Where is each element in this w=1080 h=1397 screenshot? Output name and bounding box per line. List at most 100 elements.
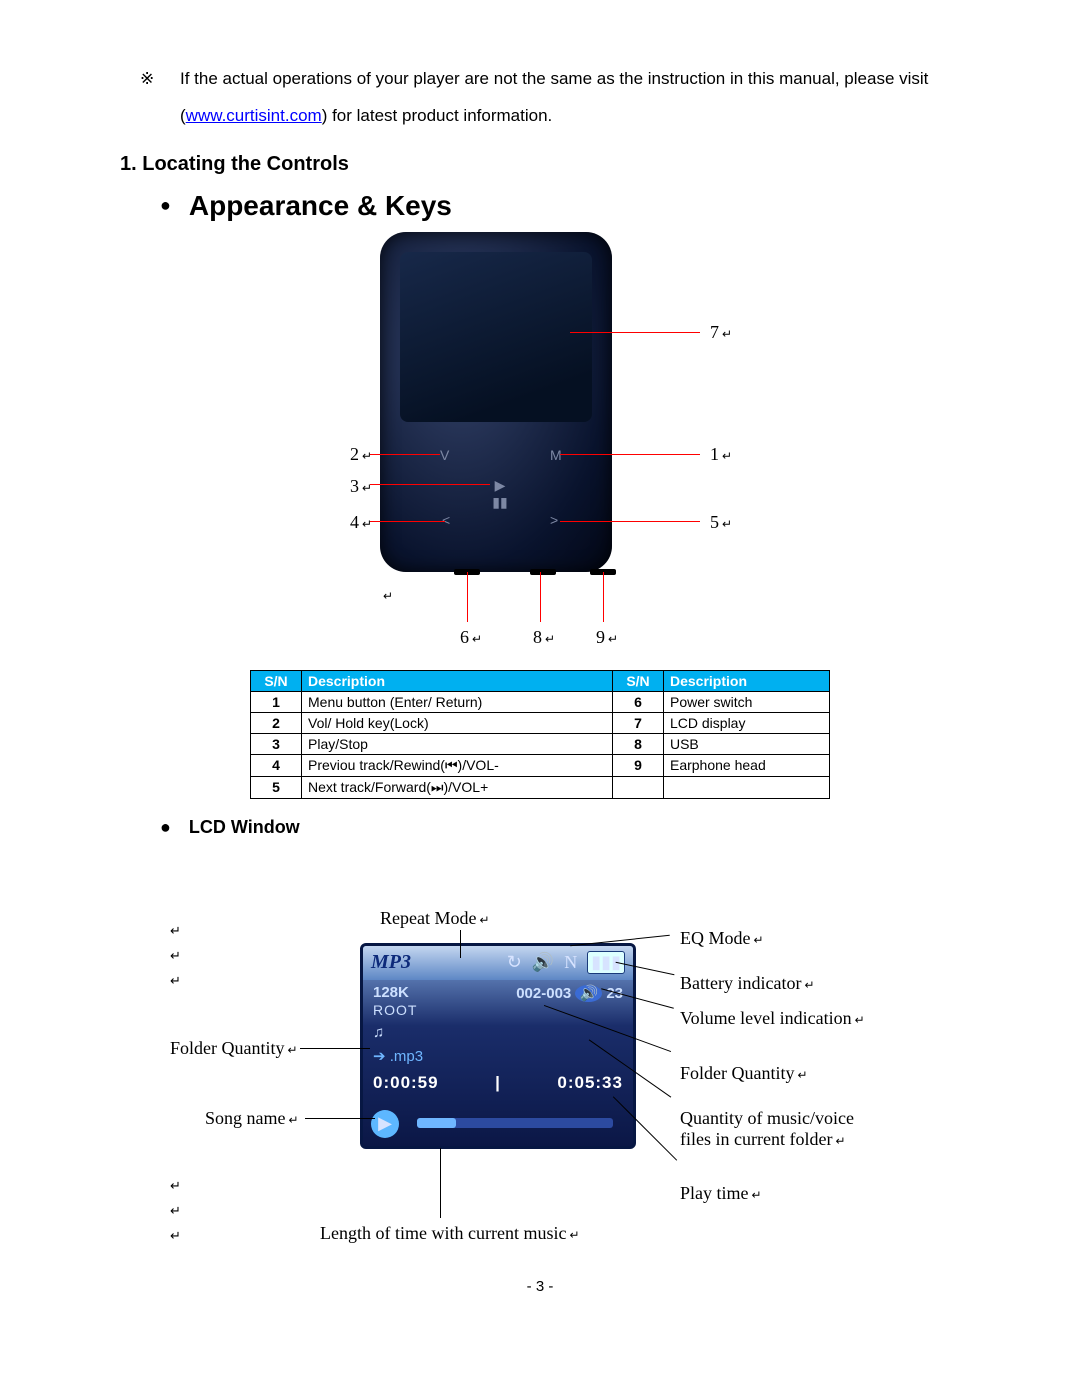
annot-music-qty: Quantity of music/voice files in current… xyxy=(680,1108,900,1150)
bullet-dot: ● xyxy=(160,195,171,216)
lead-1 xyxy=(560,454,700,455)
lcd-root: ROOT xyxy=(373,1002,623,1018)
lcd-song: .mp3 xyxy=(390,1048,423,1065)
repeat-icon: ↻ xyxy=(507,952,522,973)
lcd-bitrate: 128K xyxy=(373,984,409,1001)
keys-table: S/N Description S/N Description 1 Menu b… xyxy=(250,670,830,799)
ret-mark: ↵ xyxy=(170,973,181,989)
cell-sn: 4 xyxy=(251,754,302,776)
ret-mark: ↵ xyxy=(170,1228,181,1244)
table-row: 4 Previou track/Rewind(⏮)/VOL- 9 Earphon… xyxy=(251,754,830,776)
callout-1: 1↵ xyxy=(710,444,732,465)
menu-button-glyph: M xyxy=(550,447,562,463)
lcd-track: 002-003 xyxy=(516,985,571,1002)
stray-return: ↵ xyxy=(380,584,393,605)
lcd-progress xyxy=(417,1118,613,1128)
heading-section: 1. Locating the Controls xyxy=(120,153,960,176)
callout-2: 2↵ xyxy=(350,444,372,465)
lead-fld-l xyxy=(300,1048,370,1049)
th-sn-1: S/N xyxy=(251,670,302,691)
lcd-sep: | xyxy=(495,1073,501,1093)
cell-desc xyxy=(663,776,829,798)
lcd-screen: MP3 ↻ 🔊 N ▮▮▮ 128K 002-003 🔊 23 xyxy=(360,943,636,1149)
cell-sn: 1 xyxy=(251,691,302,712)
cell-sn: 9 xyxy=(612,754,663,776)
note-text: If the actual operations of your player … xyxy=(180,60,960,135)
eq-icon: N xyxy=(564,952,577,973)
table-row: 5 Next track/Forward(⏭)/VOL+ xyxy=(251,776,830,798)
cell-desc: LCD display xyxy=(663,712,829,733)
note-after: ) for latest product information. xyxy=(322,106,553,125)
heading-appearance: Appearance & Keys xyxy=(189,190,452,222)
device-screen xyxy=(400,252,592,422)
lead-4 xyxy=(370,521,445,522)
th-desc-1: Description xyxy=(302,670,613,691)
ret-mark: ↵ xyxy=(170,1203,181,1219)
cell-desc: Power switch xyxy=(663,691,829,712)
annot-eq: EQ Mode↵ xyxy=(680,928,764,949)
cell-desc: USB xyxy=(663,733,829,754)
lcd-play-icon: ▶ xyxy=(371,1110,399,1138)
annot-playtime: Play time↵ xyxy=(680,1183,762,1204)
callout-9: 9↵ xyxy=(596,627,618,648)
lead-repeat xyxy=(460,930,461,958)
heading-lcd-row: ● LCD Window xyxy=(160,817,960,838)
cell-desc: Menu button (Enter/ Return) xyxy=(302,691,613,712)
annot-folder-r: Folder Quantity↵ xyxy=(680,1063,808,1084)
lcd-total: 0:05:33 xyxy=(557,1073,623,1093)
lcd-top-bar: MP3 ↻ 🔊 N ▮▮▮ xyxy=(363,946,633,980)
th-sn-2: S/N xyxy=(612,670,663,691)
cell-desc: Play/Stop xyxy=(302,733,613,754)
prev-button-glyph: < xyxy=(442,512,450,528)
annot-volume: Volume level indication↵ xyxy=(680,1008,865,1029)
port-2 xyxy=(530,569,556,575)
lead-song xyxy=(305,1118,375,1119)
annot-song: Song name↵ xyxy=(205,1108,299,1129)
cell-sn: 7 xyxy=(612,712,663,733)
callout-6: 6↵ xyxy=(460,627,482,648)
annot-length: Length of time with current music↵ xyxy=(320,1223,580,1244)
cell-sn: 8 xyxy=(612,733,663,754)
cell-desc: Earphone head xyxy=(663,754,829,776)
device-diagram: V M ▶ ▮▮ < > 1↵ 2↵ 3↵ 4↵ 5↵ 6↵ 7↵ 8↵ 9↵ … xyxy=(260,232,820,652)
lead-9 xyxy=(603,572,604,622)
annot-repeat: Repeat Mode↵ xyxy=(380,908,490,929)
cell-desc: Next track/Forward(⏭)/VOL+ xyxy=(302,776,613,798)
callout-7: 7↵ xyxy=(710,322,732,343)
lcd-elapsed: 0:00:59 xyxy=(373,1073,439,1093)
lcd-diagram: ↵ ↵ ↵ ↵ ↵ ↵ MP3 ↻ 🔊 N ▮▮▮ 128K 002-003 xyxy=(150,868,930,1248)
cell-sn: 5 xyxy=(251,776,302,798)
table-row: 3 Play/Stop 8 USB xyxy=(251,733,830,754)
heading-appearance-row: ● Appearance & Keys xyxy=(160,190,960,222)
vol-button-glyph: V xyxy=(440,447,449,463)
lead-2 xyxy=(370,454,440,455)
callout-8: 8↵ xyxy=(533,627,555,648)
cell-sn xyxy=(612,776,663,798)
table-row: 1 Menu button (Enter/ Return) 6 Power sw… xyxy=(251,691,830,712)
ret-mark: ↵ xyxy=(170,1178,181,1194)
ret-mark: ↵ xyxy=(170,948,181,964)
callout-4: 4↵ xyxy=(350,512,372,533)
cell-sn: 3 xyxy=(251,733,302,754)
next-button-glyph: > xyxy=(550,512,558,528)
ret-mark: ↵ xyxy=(170,923,181,939)
note-bullet: ※ xyxy=(140,60,180,97)
lead-8 xyxy=(540,572,541,622)
cell-desc: Previou track/Rewind(⏮)/VOL- xyxy=(302,754,613,776)
cell-sn: 2 xyxy=(251,712,302,733)
lead-len xyxy=(440,1148,441,1218)
annot-folder-l: Folder Quantity↵ xyxy=(170,1038,298,1059)
callout-3: 3↵ xyxy=(350,476,372,497)
lead-3 xyxy=(370,484,490,485)
table-header-row: S/N Description S/N Description xyxy=(251,670,830,691)
lead-6 xyxy=(467,572,468,622)
note-link[interactable]: www.curtisint.com xyxy=(186,106,322,125)
vol-icon: 🔊 xyxy=(532,952,554,973)
table-row: 2 Vol/ Hold key(Lock) 7 LCD display xyxy=(251,712,830,733)
play-button-glyph: ▶ ▮▮ xyxy=(490,477,510,511)
note-row: ※ If the actual operations of your playe… xyxy=(140,60,960,135)
page-number: - 3 - xyxy=(120,1278,960,1295)
th-desc-2: Description xyxy=(663,670,829,691)
heading-lcd: LCD Window xyxy=(189,817,300,838)
annot-battery: Battery indicator↵ xyxy=(680,973,815,994)
